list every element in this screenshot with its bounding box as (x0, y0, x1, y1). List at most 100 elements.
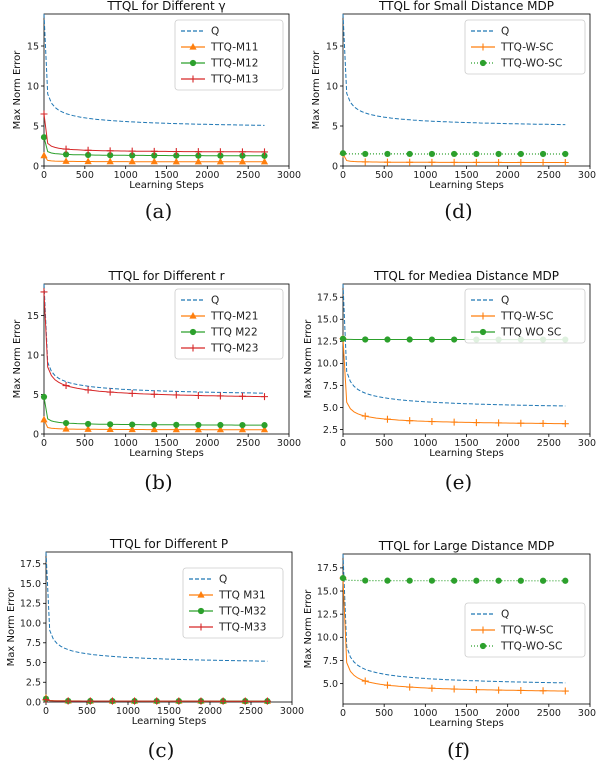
data-point (450, 685, 458, 693)
data-point (362, 150, 369, 158)
x-tick-label: 0 (340, 170, 346, 181)
data-point (561, 687, 569, 695)
data-point (195, 421, 202, 429)
data-point (361, 158, 369, 166)
data-point (473, 577, 480, 584)
data-point (128, 425, 136, 433)
data-point (406, 577, 413, 584)
panel-caption: (c) (148, 738, 175, 762)
legend-label: TTQ WO SC (500, 327, 561, 339)
legend-marker (479, 312, 487, 320)
x-tick-label: 500 (76, 438, 94, 449)
legend-marker (479, 59, 487, 67)
y-tick-label: 5 (33, 121, 39, 132)
x-tick-label: 1500 (154, 170, 178, 181)
panel-caption: (e) (445, 470, 472, 494)
y-tick-label: 0.0 (26, 697, 41, 708)
y-tick-label: 15 (326, 41, 338, 52)
chart-panel: TTQL for Different r 0 500 1000 1500 2000 2500… (12, 269, 301, 494)
x-tick-label: 2000 (195, 170, 219, 181)
x-tick-label: 3000 (277, 438, 301, 449)
data-point (106, 425, 114, 433)
data-point (129, 152, 136, 159)
data-point (561, 420, 569, 428)
data-point (40, 134, 48, 141)
y-tick-label: 10 (27, 81, 39, 92)
x-tick-label: 3000 (578, 708, 596, 719)
legend-label: TTQ-WO-SC (500, 58, 562, 70)
data-point (40, 415, 48, 423)
data-point (384, 150, 391, 158)
x-tick-label: 500 (78, 706, 96, 717)
data-point (106, 388, 114, 396)
data-point (84, 386, 92, 394)
data-point (406, 158, 414, 166)
data-point (428, 150, 436, 158)
data-point (428, 336, 436, 343)
panel-caption: (b) (144, 470, 172, 494)
legend-marker (479, 626, 487, 634)
data-point (384, 336, 391, 343)
data-point (106, 157, 114, 165)
data-point (194, 148, 202, 156)
data-point (107, 421, 114, 428)
chart-title: TTQL for Large Distance MDP (378, 539, 554, 553)
data-point (362, 577, 369, 584)
data-point (172, 391, 180, 399)
chart-title: TTQL for Different P (109, 537, 228, 551)
data-point (40, 151, 48, 159)
y-tick-label: 0 (33, 161, 39, 172)
x-tick-label: 1000 (413, 438, 437, 449)
data-point (172, 148, 180, 156)
legend: Q TTQ M31 TTQ-M32 TTQ-M33 (182, 567, 284, 639)
data-point (561, 159, 569, 167)
y-tick-label: 17.5 (317, 563, 338, 574)
x-tick-label: 1500 (154, 438, 178, 449)
data-point (239, 152, 246, 159)
data-point (562, 150, 569, 158)
series-line (342, 13, 566, 126)
x-tick-label: 2500 (537, 708, 561, 719)
data-point (150, 157, 158, 165)
data-point (84, 425, 92, 432)
legend-label: TTQ-M21 (210, 311, 258, 323)
legend-box (174, 19, 284, 91)
x-tick-label: 1000 (114, 438, 138, 449)
data-point (428, 684, 436, 692)
y-axis-label: Max Norm Error (303, 589, 314, 669)
y-tick-label: 15 (27, 41, 39, 52)
data-point (539, 577, 547, 584)
legend-marker (189, 43, 197, 50)
chart-panel: TTQL for Small Distance MDP 0 500 1000 1500 2… (311, 0, 596, 223)
legend-marker (197, 607, 205, 615)
data-point (217, 152, 224, 159)
panel-caption: (f) (447, 738, 470, 762)
data-point (194, 425, 202, 433)
legend: Q TTQ-W-SC TTQ WO SC (464, 288, 586, 344)
y-axis-label: Max Norm Error (6, 587, 17, 667)
data-point (517, 577, 524, 584)
data-point (239, 421, 246, 429)
y-tick-label: 5.0 (323, 403, 338, 414)
y-tick-label: 17.5 (20, 559, 41, 570)
legend-marker (479, 43, 487, 51)
series-line (43, 13, 265, 126)
y-tick-label: 7.5 (323, 656, 338, 667)
data-point (261, 152, 268, 159)
x-tick-label: 0 (340, 438, 346, 449)
data-point (194, 157, 202, 165)
x-tick-label: 500 (375, 170, 393, 181)
data-point (40, 110, 48, 118)
legend-label: TTQ-M11 (210, 42, 258, 54)
data-point (150, 147, 158, 155)
y-tick-label: 2.5 (26, 678, 41, 689)
x-tick-label: 1000 (114, 170, 138, 181)
y-tick-label: 5.0 (323, 679, 338, 690)
y-tick-label: 10 (326, 81, 338, 92)
legend-marker (189, 75, 197, 83)
legend-label: TTQ-W-SC (500, 625, 553, 637)
chart-title: TTQL for Different γ (106, 0, 225, 13)
legend-marker (479, 328, 487, 336)
x-tick-label: 1000 (413, 708, 437, 719)
y-tick-label: 12.5 (317, 337, 338, 348)
